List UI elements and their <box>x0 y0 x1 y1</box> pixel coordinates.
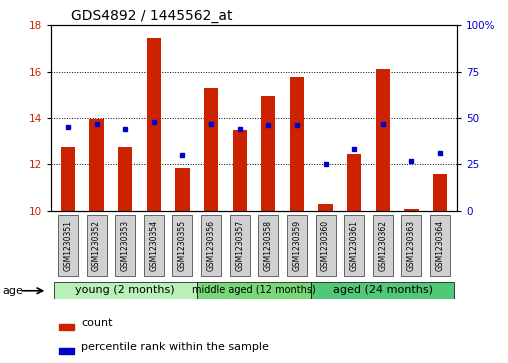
Bar <box>89 119 104 211</box>
Text: GSM1230357: GSM1230357 <box>235 220 244 272</box>
Text: GSM1230359: GSM1230359 <box>293 220 301 272</box>
Text: GSM1230362: GSM1230362 <box>378 220 387 272</box>
FancyBboxPatch shape <box>401 216 422 276</box>
Text: GSM1230351: GSM1230351 <box>64 220 73 272</box>
Text: GSM1230361: GSM1230361 <box>350 220 359 272</box>
FancyBboxPatch shape <box>58 216 78 276</box>
FancyBboxPatch shape <box>86 216 107 276</box>
Bar <box>261 96 275 211</box>
Text: GSM1230360: GSM1230360 <box>321 220 330 272</box>
FancyBboxPatch shape <box>287 216 307 276</box>
Text: GSM1230363: GSM1230363 <box>407 220 416 272</box>
Text: count: count <box>81 318 113 328</box>
Text: GSM1230354: GSM1230354 <box>149 220 158 272</box>
Text: GSM1230355: GSM1230355 <box>178 220 187 272</box>
Bar <box>433 174 447 211</box>
FancyBboxPatch shape <box>115 216 135 276</box>
Text: aged (24 months): aged (24 months) <box>333 285 433 295</box>
FancyBboxPatch shape <box>197 282 311 298</box>
FancyBboxPatch shape <box>54 282 197 298</box>
FancyBboxPatch shape <box>258 216 278 276</box>
Bar <box>61 147 75 211</box>
Bar <box>175 168 189 211</box>
FancyBboxPatch shape <box>344 216 364 276</box>
Text: age: age <box>3 286 23 296</box>
FancyBboxPatch shape <box>373 216 393 276</box>
Bar <box>59 348 74 354</box>
Bar <box>233 130 247 211</box>
Bar <box>204 88 218 211</box>
Text: young (2 months): young (2 months) <box>75 285 175 295</box>
Bar <box>319 204 333 211</box>
Text: middle aged (12 months): middle aged (12 months) <box>192 285 316 295</box>
Bar <box>404 209 419 211</box>
Bar <box>347 154 361 211</box>
FancyBboxPatch shape <box>430 216 450 276</box>
Text: GSM1230352: GSM1230352 <box>92 220 101 272</box>
Text: GSM1230353: GSM1230353 <box>121 220 130 272</box>
Bar <box>59 324 74 330</box>
Text: GSM1230356: GSM1230356 <box>207 220 215 272</box>
FancyBboxPatch shape <box>172 216 193 276</box>
FancyBboxPatch shape <box>201 216 221 276</box>
Text: GDS4892 / 1445562_at: GDS4892 / 1445562_at <box>71 9 233 23</box>
FancyBboxPatch shape <box>144 216 164 276</box>
FancyBboxPatch shape <box>311 282 454 298</box>
Text: GSM1230364: GSM1230364 <box>435 220 444 272</box>
Bar <box>290 77 304 211</box>
Bar <box>118 147 133 211</box>
Text: percentile rank within the sample: percentile rank within the sample <box>81 342 269 352</box>
Bar <box>147 38 161 211</box>
Text: GSM1230358: GSM1230358 <box>264 220 273 272</box>
FancyBboxPatch shape <box>315 216 336 276</box>
Bar <box>375 69 390 211</box>
FancyBboxPatch shape <box>230 216 250 276</box>
